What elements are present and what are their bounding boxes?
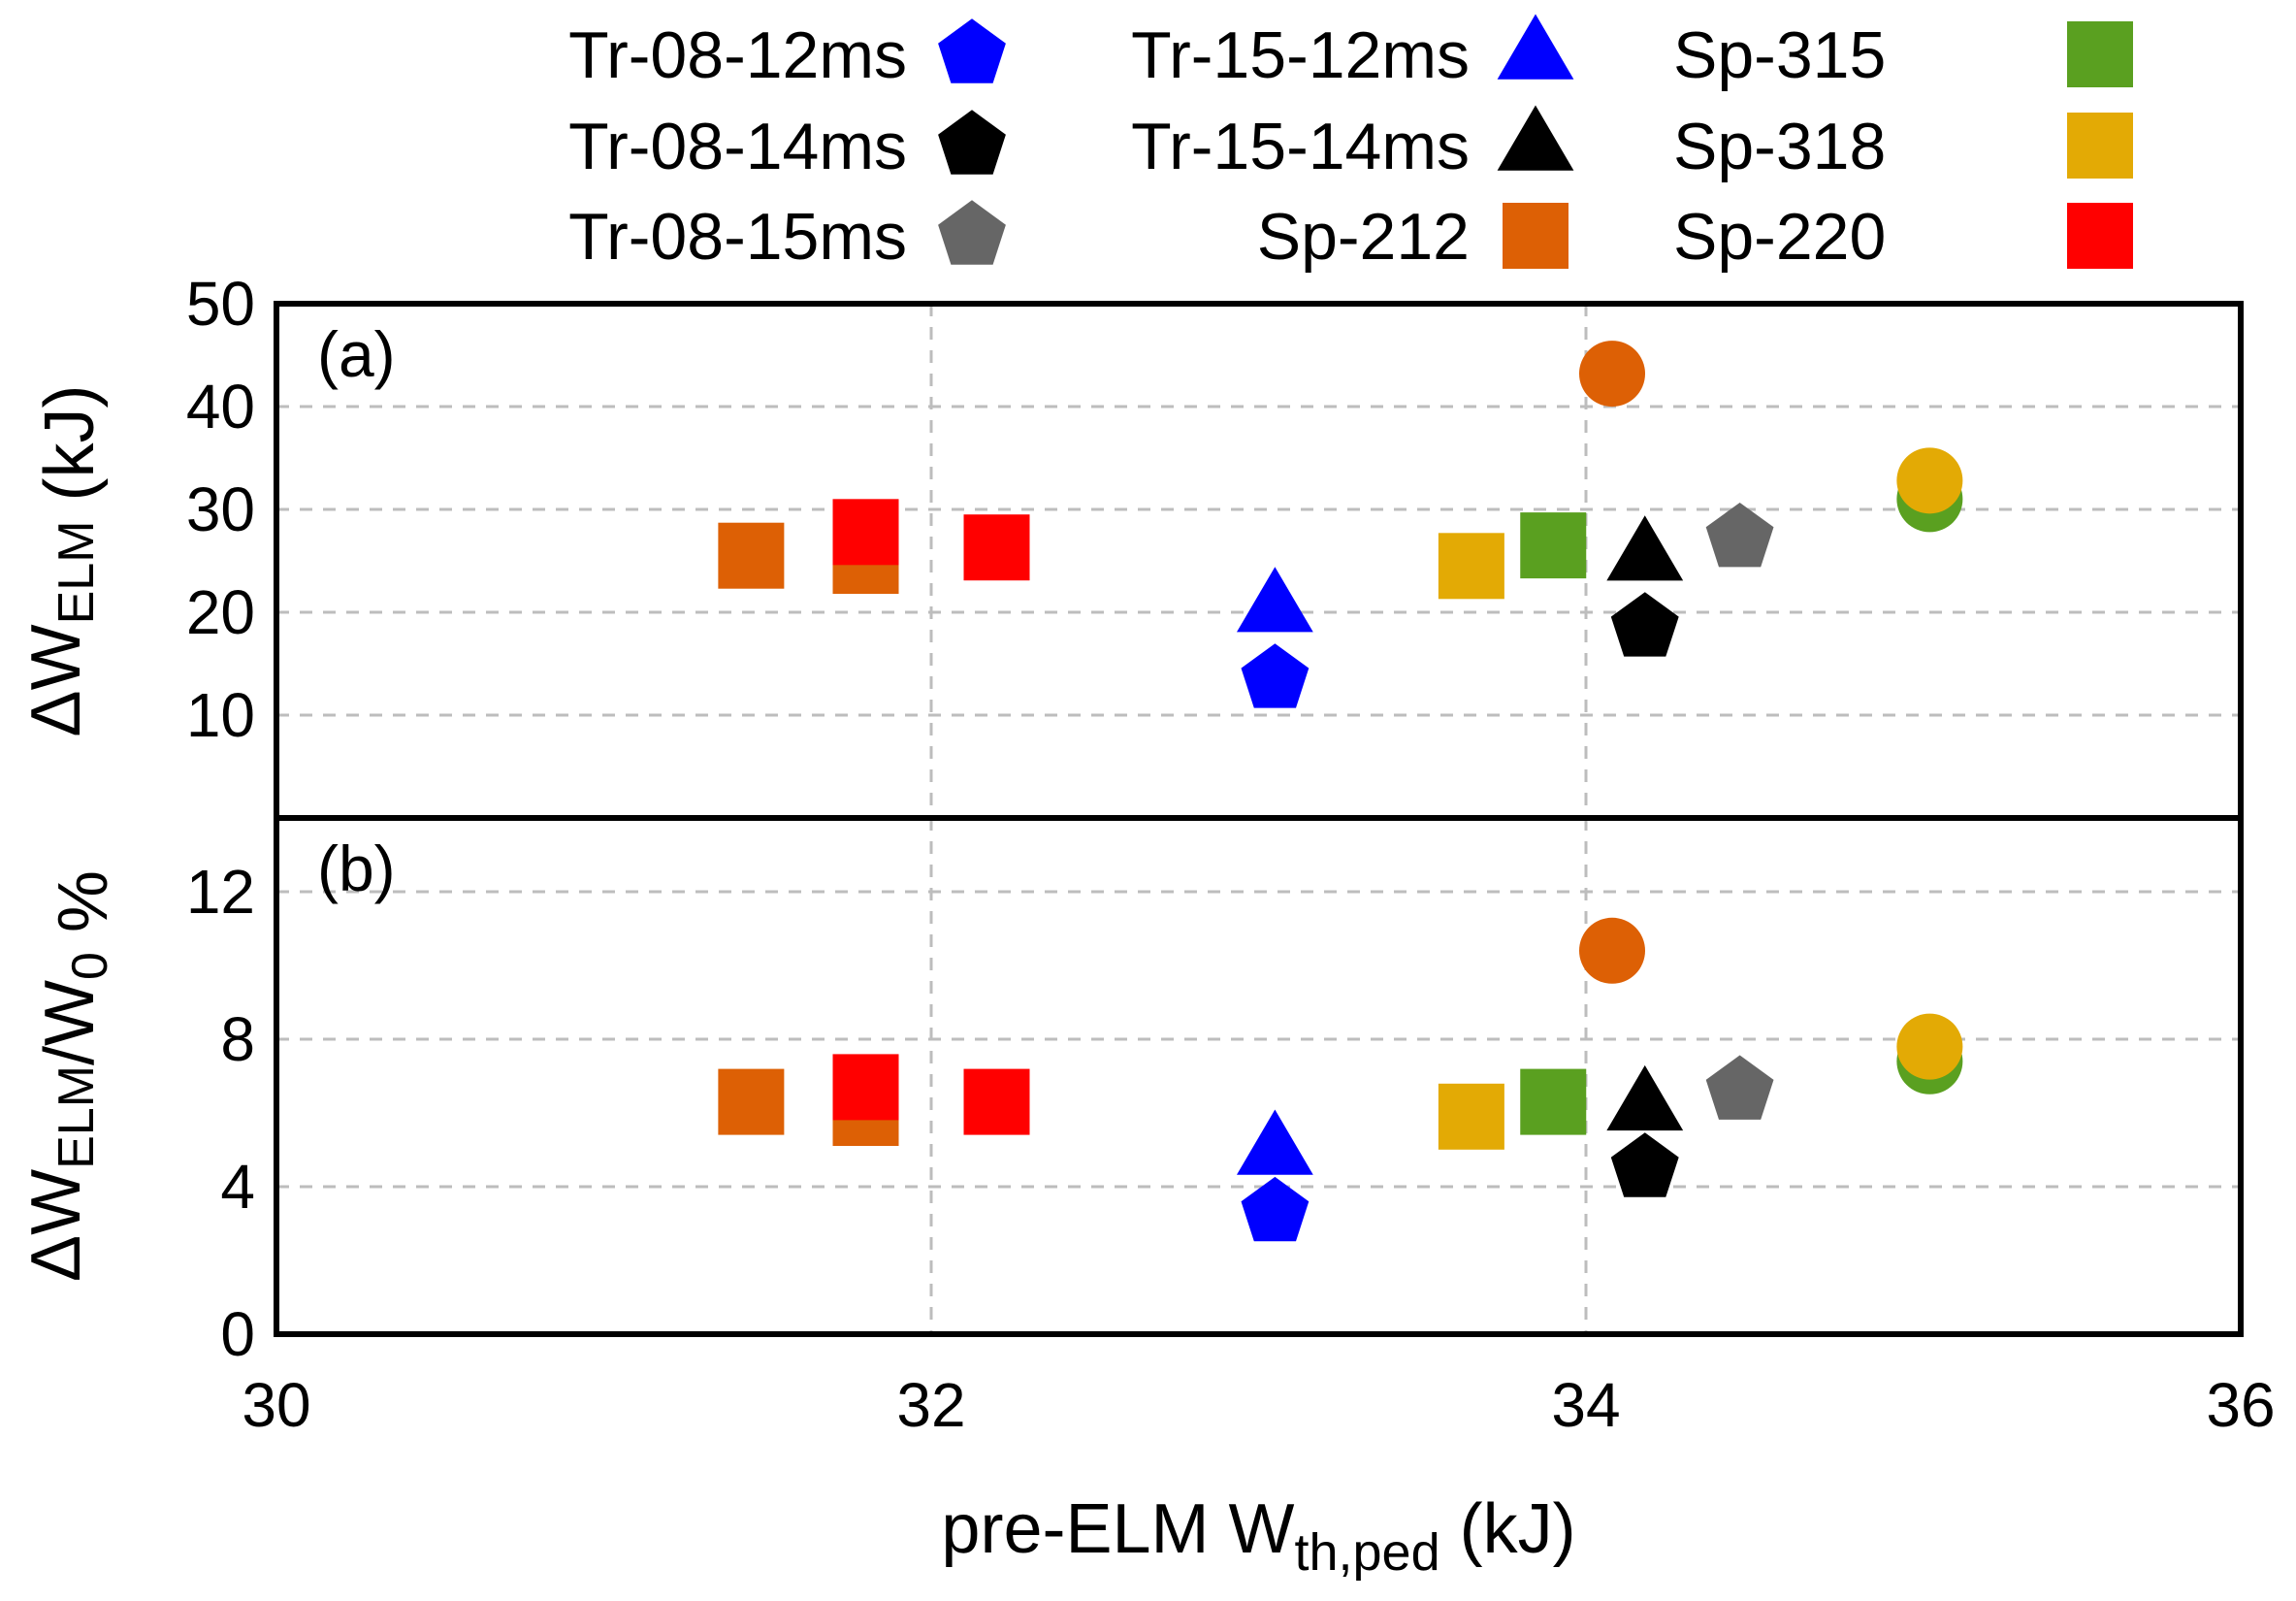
- point-tr-08-12ms: [1241, 643, 1310, 708]
- tick-labels: 10 20 30 40 50 0 4 8 12 30 32 34 36: [186, 269, 2276, 1440]
- point-sp-220: [963, 514, 1030, 581]
- y-tick-label: 50: [186, 269, 255, 339]
- y-title-subscript: ELM: [49, 520, 105, 624]
- point-tr-08-14ms: [1610, 1132, 1679, 1197]
- grid-lines: [276, 304, 2241, 1334]
- legend-label: Sp-212: [1257, 200, 1470, 274]
- legend-marker-tr-08-15ms: [938, 200, 1006, 265]
- legend-entry: Sp-315: [1673, 18, 2133, 92]
- legend-entry: Sp-212: [1257, 200, 1568, 274]
- legend-label: Sp-318: [1673, 110, 1886, 183]
- panel-label: (a): [317, 318, 396, 390]
- point-sp-318: [1438, 533, 1504, 600]
- x-tick-label: 32: [896, 1370, 965, 1440]
- y-tick-label: 8: [220, 1004, 255, 1074]
- y-tick-label: 30: [186, 474, 255, 544]
- x-axis-title: pre-ELM Wth,ped (kJ): [941, 1490, 1575, 1582]
- x-title-main: pre-ELM W: [941, 1490, 1294, 1568]
- panel-frame: [274, 301, 2244, 821]
- y-title-main: ΔW: [17, 624, 95, 736]
- legend-marker-tr-15-12ms: [1497, 14, 1574, 80]
- point-tr-08-15ms: [1705, 503, 1774, 568]
- legend-entry: Tr-15-14ms: [1131, 105, 1574, 183]
- point-sp-212: [718, 522, 785, 589]
- point-circle-yellow: [1896, 1013, 1963, 1080]
- axis-titles: (a)ΔWELM (kJ)(b)ΔWELM/W0 %pre-ELM Wth,pe…: [17, 318, 1576, 1582]
- point-tr-15-12ms: [1236, 567, 1313, 633]
- point-circle-yellow: [1896, 447, 1963, 514]
- y-tick-label: 40: [186, 372, 255, 441]
- legend-marker-tr-15-14ms: [1497, 105, 1574, 171]
- legend-label: Sp-315: [1673, 18, 1886, 92]
- x-tick-label: 30: [242, 1370, 310, 1440]
- point-sp-315: [1520, 1068, 1587, 1135]
- legend-entry: Tr-08-14ms: [568, 110, 1006, 183]
- legend-marker-sp-220: [2067, 203, 2133, 269]
- data-points: [718, 341, 1963, 1242]
- point-sp-220: [832, 1054, 899, 1121]
- y-tick-label: 12: [186, 857, 255, 927]
- legend-marker-sp-318: [2067, 113, 2133, 179]
- legend-entry: Tr-15-12ms: [1131, 14, 1574, 92]
- point-sp-220: [963, 1068, 1030, 1135]
- legend-entry: Sp-220: [1673, 200, 2133, 274]
- point-sp-220: [832, 499, 899, 566]
- legend-marker-sp-315: [2067, 21, 2133, 87]
- x-tick-label: 34: [1551, 1370, 1620, 1440]
- point-tr-15-14ms: [1606, 515, 1684, 581]
- x-title-unit: (kJ): [1440, 1490, 1576, 1568]
- panel-label: (b): [317, 833, 396, 904]
- y-tick-label: 20: [186, 577, 255, 647]
- legend-label: Tr-15-14ms: [1131, 110, 1470, 183]
- y-title-unit: (kJ): [31, 385, 109, 521]
- legend-label: Tr-08-12ms: [568, 18, 907, 92]
- legend-entry: Tr-08-15ms: [568, 200, 1006, 274]
- y-title-main: ΔW: [17, 1169, 95, 1282]
- legend-marker-tr-08-12ms: [938, 18, 1006, 83]
- point-tr-08-14ms: [1610, 592, 1679, 657]
- y-title-unit: %: [45, 870, 122, 952]
- legend-label: Tr-08-15ms: [568, 200, 907, 274]
- legend-label: Sp-220: [1673, 200, 1886, 274]
- point-tr-15-14ms: [1606, 1064, 1684, 1131]
- legend: Tr-08-12ms Tr-08-14ms Tr-08-15ms Tr-15-12ms…: [568, 14, 2133, 274]
- y-title-subscript: 0: [62, 952, 118, 980]
- y-title-main: /W: [31, 980, 109, 1065]
- legend-label: Tr-15-12ms: [1131, 18, 1470, 92]
- panel-frames: [274, 301, 2244, 1337]
- legend-entry: Sp-318: [1673, 110, 2133, 183]
- legend-label: Tr-08-14ms: [568, 110, 907, 183]
- y-tick-label: 0: [220, 1299, 255, 1369]
- y-title-subscript: ELM: [49, 1065, 105, 1169]
- y-axis-title: ΔWELM/W0 %: [17, 870, 122, 1282]
- legend-entry: Tr-08-12ms: [568, 18, 1006, 92]
- point-circle-orange: [1579, 341, 1645, 408]
- panel-frame: [274, 815, 2244, 1337]
- point-sp-318: [1438, 1083, 1504, 1150]
- point-tr-08-12ms: [1241, 1176, 1310, 1242]
- legend-marker-tr-08-14ms: [938, 110, 1006, 175]
- y-tick-label: 4: [220, 1152, 255, 1222]
- point-circle-orange: [1579, 917, 1645, 984]
- point-tr-15-12ms: [1236, 1109, 1313, 1175]
- x-title-subscript: th,ped: [1294, 1523, 1439, 1582]
- x-tick-label: 36: [2206, 1370, 2275, 1440]
- point-tr-08-15ms: [1705, 1055, 1774, 1120]
- point-sp-212: [718, 1068, 785, 1135]
- y-axis-title: ΔWELM (kJ): [17, 385, 109, 737]
- y-tick-label: 10: [186, 680, 255, 750]
- legend-marker-sp-212: [1503, 203, 1568, 269]
- point-sp-315: [1520, 512, 1587, 579]
